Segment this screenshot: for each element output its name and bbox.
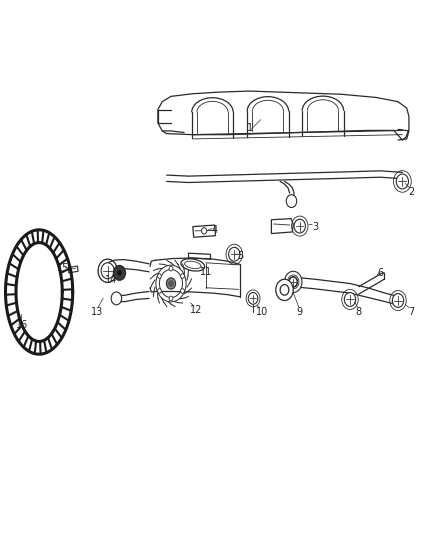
Text: 7: 7 [408,306,414,317]
Circle shape [201,228,207,234]
Circle shape [280,285,289,295]
Circle shape [392,294,404,308]
Text: 4: 4 [212,225,218,236]
Circle shape [180,289,184,293]
Circle shape [113,265,126,280]
Text: 12: 12 [190,305,202,315]
Circle shape [169,280,173,287]
Circle shape [229,247,240,261]
Text: 11: 11 [200,267,212,277]
Text: 10: 10 [256,306,268,317]
Text: 16: 16 [15,320,28,330]
Text: 3: 3 [312,222,318,232]
Circle shape [111,292,122,305]
Text: 8: 8 [356,306,362,317]
Circle shape [166,278,176,289]
Circle shape [101,263,114,279]
Circle shape [286,195,297,207]
Circle shape [158,289,161,293]
Text: 14: 14 [105,275,117,285]
Text: 13: 13 [91,306,103,317]
Circle shape [344,293,356,306]
Circle shape [180,274,184,278]
Circle shape [117,270,122,276]
Text: 6: 6 [378,268,384,278]
Circle shape [248,293,258,304]
Polygon shape [68,266,78,273]
Circle shape [285,271,302,293]
Text: 5: 5 [237,251,243,261]
Circle shape [289,277,297,287]
Circle shape [158,274,161,278]
Text: 2: 2 [408,187,414,197]
Circle shape [294,219,305,233]
Circle shape [276,279,293,301]
Circle shape [169,266,173,271]
Circle shape [289,277,297,287]
Circle shape [169,296,173,301]
Circle shape [396,174,409,189]
Text: 9: 9 [297,306,303,317]
Text: 1: 1 [247,123,253,133]
Text: 15: 15 [57,263,69,272]
